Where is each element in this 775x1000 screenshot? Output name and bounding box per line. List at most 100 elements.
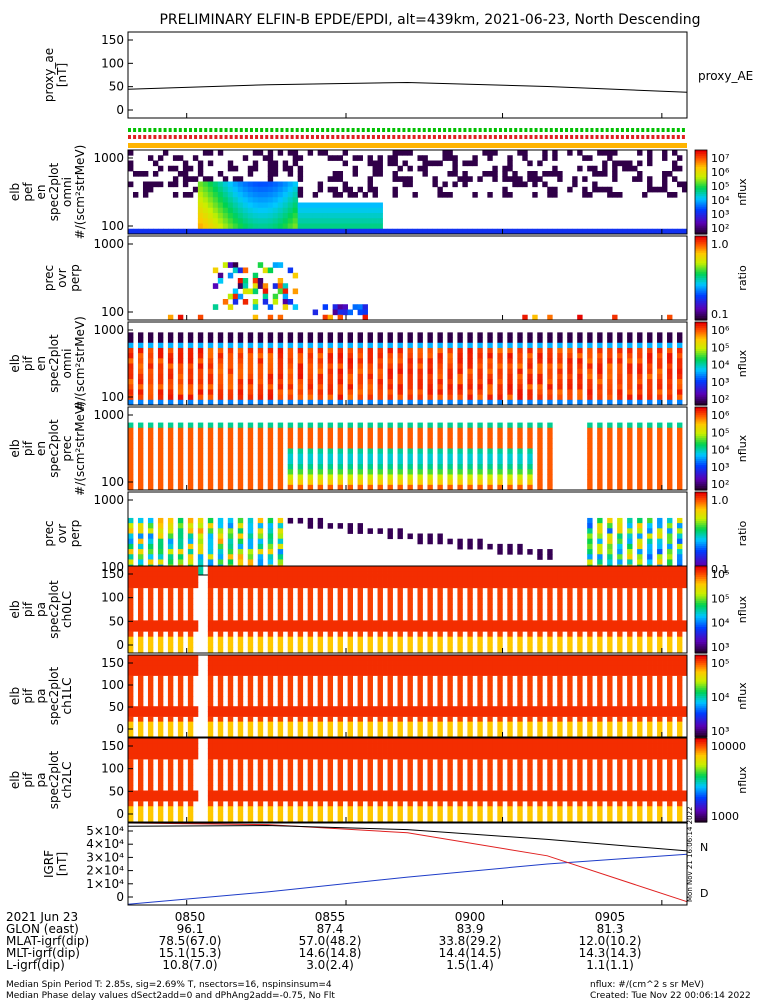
spectrogram-cell <box>177 453 184 460</box>
spectrogram-cell <box>522 620 528 627</box>
spectrogram-cell <box>167 620 174 627</box>
spectrogram-cell <box>407 399 413 406</box>
spectrogram-cell <box>547 353 553 359</box>
spectrogram-cell <box>487 228 493 235</box>
colorbar-swatch <box>695 618 707 621</box>
spectrogram-cell <box>477 448 483 455</box>
spectrogram-cell <box>602 228 608 235</box>
spectrogram-cell <box>492 625 498 632</box>
spectrogram-cell <box>307 422 314 429</box>
spectrogram-cell <box>227 655 234 661</box>
spectrogram-cell <box>237 176 244 182</box>
spectrogram-cell <box>487 566 493 572</box>
colorbar-swatch <box>695 365 707 369</box>
spectrogram-cell <box>257 363 264 370</box>
quality-flag-green <box>188 128 192 132</box>
spectrogram-cell <box>167 458 174 465</box>
spectrogram-cell <box>607 566 613 572</box>
spectrogram-cell <box>362 223 368 230</box>
spectrogram-cell <box>262 665 269 671</box>
spectrogram-cell <box>267 533 274 540</box>
spectrogram-cell <box>252 202 259 209</box>
spectrogram-cell <box>357 665 363 671</box>
spectrogram-cell <box>557 347 563 354</box>
spectrogram-cell <box>607 559 613 566</box>
spectrogram-cell <box>482 150 488 156</box>
spectrogram-cell <box>517 464 523 470</box>
spectrogram-cell <box>307 358 314 364</box>
spectrogram-cell <box>247 706 254 712</box>
spectrogram-cell <box>277 453 284 460</box>
spectrogram-cell <box>467 228 473 235</box>
spectrogram-cell <box>157 675 164 682</box>
spectrogram-cell <box>372 625 378 632</box>
quality-flag-green <box>219 128 223 132</box>
spectrogram-cell <box>137 347 144 354</box>
spectrogram-cell <box>337 448 344 455</box>
colorbar-swatch <box>695 400 707 404</box>
spectrogram-cell <box>212 711 219 717</box>
spectrogram-cell <box>517 448 523 455</box>
spectrogram-cell <box>492 576 498 583</box>
spectrogram-cell <box>462 228 468 235</box>
spectrogram-cell <box>287 165 294 172</box>
spectrogram-cell <box>247 625 254 632</box>
spectrogram-cell <box>367 443 373 449</box>
spectrogram-cell <box>207 363 214 370</box>
colorbar-swatch <box>695 278 707 281</box>
spectrogram-cell <box>332 207 339 214</box>
spectrogram-cell <box>362 218 368 224</box>
spectrogram-cell <box>377 379 383 385</box>
spectrogram-cell <box>377 566 383 572</box>
spectrogram-cell <box>417 337 423 344</box>
spectrogram-cell <box>597 363 603 370</box>
spectrogram-cell <box>587 347 593 354</box>
spectrogram-cell <box>437 368 443 375</box>
colorbar-tick-label: 10⁴ <box>711 444 730 457</box>
spectrogram-cell <box>197 554 204 560</box>
spectrogram-cell <box>567 631 573 638</box>
colorbar-swatch <box>695 200 707 204</box>
spectrogram-cell <box>342 711 349 717</box>
spectrogram-cell <box>432 571 438 578</box>
spectrogram-cell <box>382 706 388 712</box>
spectrogram-cell <box>128 228 134 235</box>
spectrogram-cell <box>347 655 353 661</box>
spectrogram-cell <box>567 566 573 572</box>
quality-flag-green <box>504 128 508 132</box>
spectrogram-cell <box>307 701 314 707</box>
spectrogram-cell <box>377 399 383 406</box>
spectrogram-cell <box>447 642 453 648</box>
spectrogram-cell <box>287 609 294 616</box>
quality-flag-green <box>194 128 198 132</box>
spectrogram-cell <box>487 636 493 643</box>
spectrogram-cell <box>128 721 134 728</box>
spectrogram-cell <box>667 337 673 344</box>
spectrogram-cell <box>367 176 373 182</box>
spectrogram-cell <box>427 453 433 460</box>
spectrogram-cell <box>297 186 304 193</box>
spectrogram-cell <box>217 399 224 406</box>
spectrogram-cell <box>377 373 383 380</box>
spectrogram-cell <box>297 636 304 643</box>
spectrogram-cell <box>637 373 643 380</box>
spectrogram-cell <box>337 427 344 434</box>
spectrogram-cell <box>377 484 383 491</box>
spectrogram-cell <box>347 576 353 583</box>
colorbar-swatch <box>695 189 707 193</box>
spectrogram-cell <box>327 394 334 401</box>
spectrogram-cell <box>627 448 633 455</box>
spectrogram-cell <box>327 731 334 738</box>
spectrogram-cell <box>682 576 688 583</box>
quality-flag-red <box>620 135 624 139</box>
spectrogram-cell <box>657 598 663 605</box>
spectrogram-cell <box>132 171 139 177</box>
spectrogram-cell <box>507 620 513 627</box>
spectrogram-cell <box>367 458 373 465</box>
spectrogram-cell <box>487 332 493 338</box>
spectrogram-cell <box>657 384 663 390</box>
panel-en_omni_e: elb pef en spec2plot omni #/(scm²strMeV) 10001… <box>8 145 749 240</box>
spectrogram-cell <box>297 363 304 370</box>
spectrogram-cell <box>497 614 503 621</box>
spectrogram-cell <box>597 559 603 566</box>
